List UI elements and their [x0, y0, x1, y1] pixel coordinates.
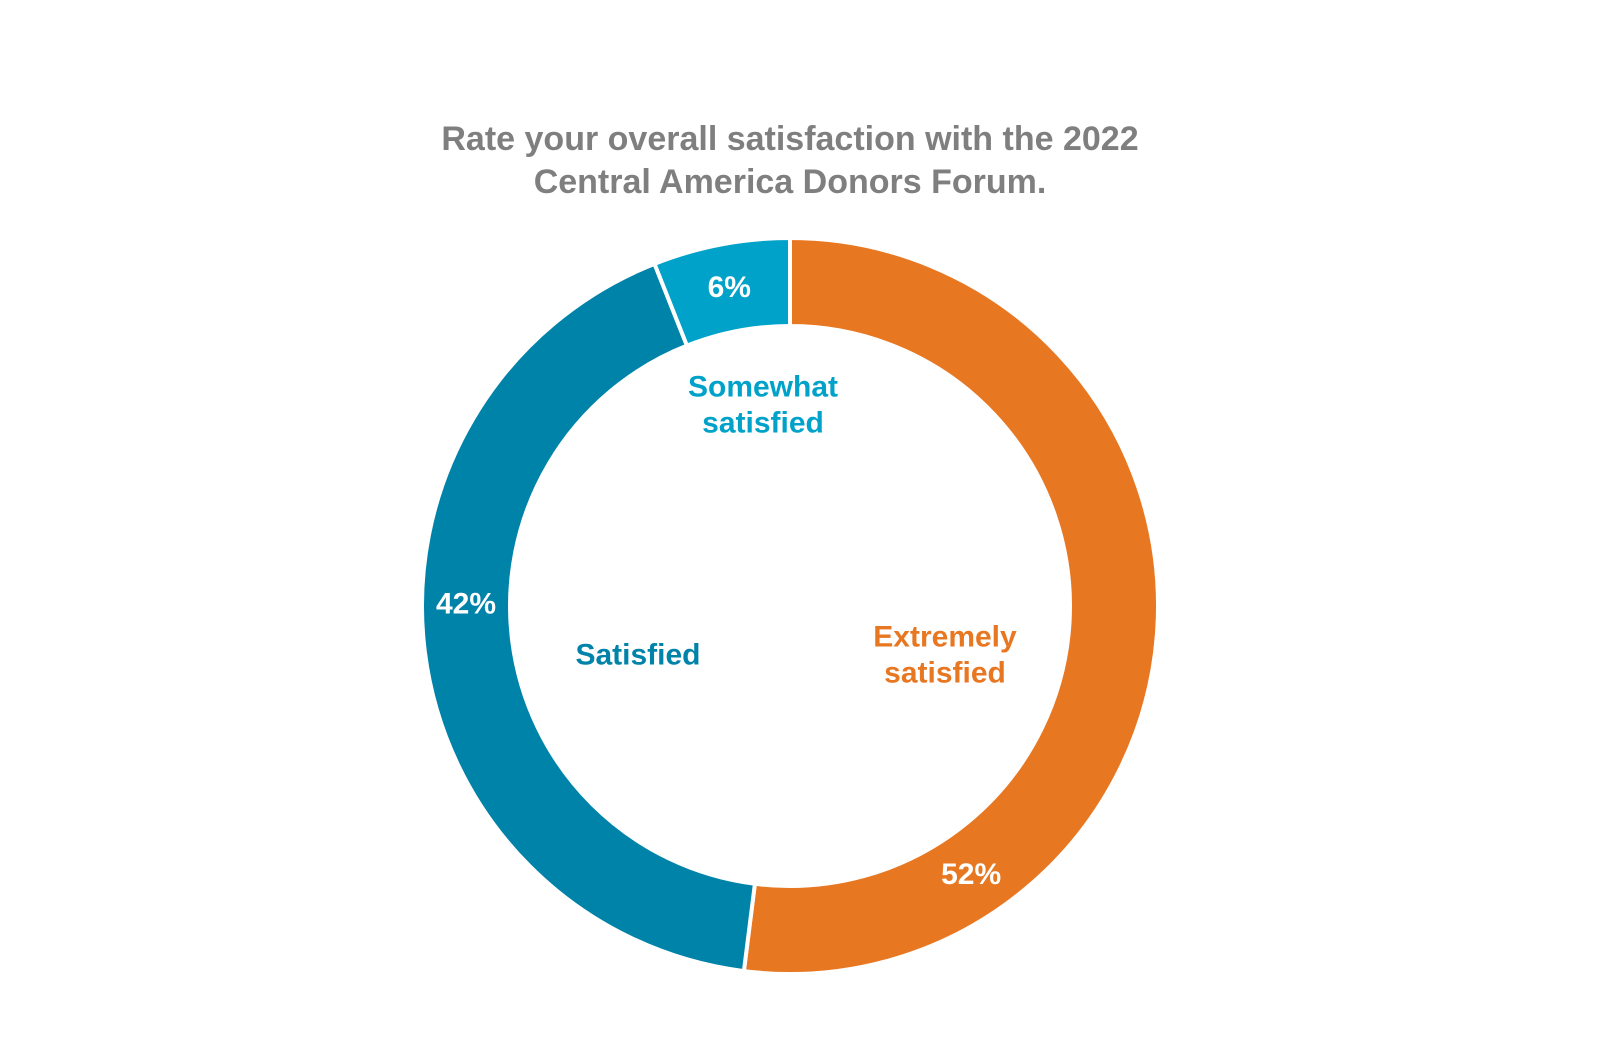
slice-extremely-satisfied [741, 236, 1160, 976]
category-label-somewhat-satisfied-line-1: Somewhat [688, 371, 838, 404]
category-label-somewhat-satisfied-line-2: satisfied [702, 407, 824, 440]
value-label-somewhat-satisfied: 6% [708, 271, 751, 304]
category-label-extremely-satisfied-line-1: Extremely [873, 621, 1017, 654]
chart-title-line-1: Rate your overall satisfaction with the … [441, 120, 1138, 158]
donut-slices [420, 236, 1160, 976]
category-label-extremely-satisfied-line-2: satisfied [884, 657, 1006, 690]
donut-labels: 52%Extremelysatisfied42%Satisfied6%Somew… [436, 271, 1017, 891]
slice-somewhat-satisfied [652, 236, 792, 348]
chart-title-line-2: Central America Donors Forum. [534, 163, 1047, 201]
slice-satisfied [420, 261, 757, 974]
value-label-satisfied: 42% [436, 587, 496, 620]
value-label-extremely-satisfied: 52% [941, 858, 1001, 891]
category-label-satisfied-line-1: Satisfied [575, 639, 700, 672]
